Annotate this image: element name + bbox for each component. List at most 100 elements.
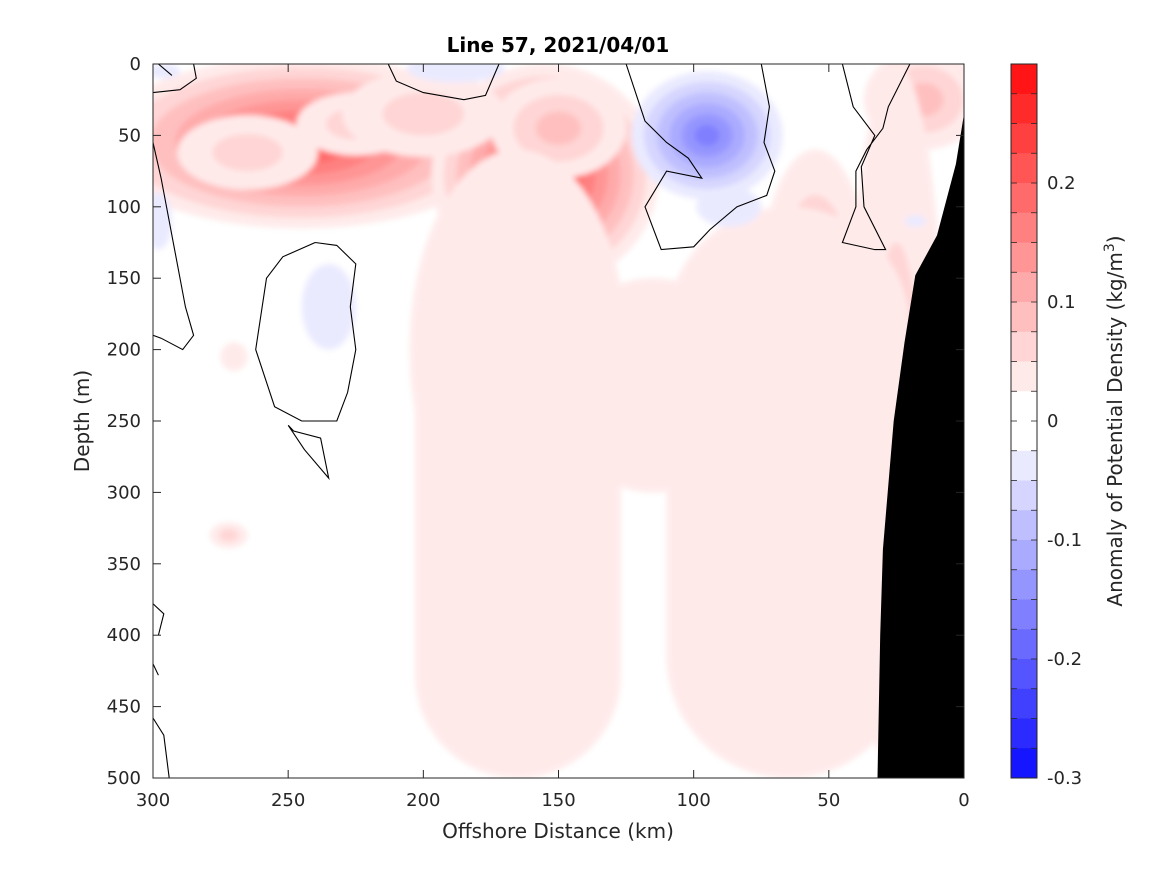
y-tick-label: 500	[107, 768, 141, 789]
colorbar-tick-label: 0.2	[1047, 173, 1076, 194]
colorbar-segment	[1011, 242, 1037, 273]
positive-anomaly	[209, 522, 248, 549]
bathymetry	[877, 113, 964, 778]
negative-contour-level	[694, 124, 720, 147]
colorbar-segment	[1011, 212, 1037, 243]
negative-contour-level	[696, 186, 762, 227]
colorbar-segment	[1011, 629, 1037, 660]
colorbar-title-sup: 3	[1102, 243, 1118, 252]
colorbar-frame	[1010, 63, 1038, 779]
negative-contour-level	[407, 64, 505, 83]
zero-contour-line	[255, 241, 357, 422]
plot-area	[153, 64, 964, 778]
y-tick-label: 450	[107, 697, 141, 718]
y-tick-label: 150	[107, 268, 141, 289]
negative-contour-level	[904, 215, 927, 227]
negative-anomaly	[301, 263, 356, 350]
colorbar-segment	[1011, 450, 1037, 481]
x-axis: 300 250 200 150 100 50 0	[136, 64, 970, 811]
colorbar-segment	[1011, 480, 1037, 511]
x-axis-title: Offshore Distance (km)	[442, 819, 674, 843]
zero-contour-line	[153, 64, 197, 94]
positive-anomaly	[342, 71, 505, 157]
positive-anomaly	[177, 115, 318, 190]
positive-contour-level	[415, 206, 621, 778]
colorbar-segment	[1011, 331, 1037, 362]
x-tick-label: 150	[541, 790, 575, 811]
colorbar-segment	[1011, 540, 1037, 571]
colorbar-segment	[1011, 599, 1037, 630]
colorbar-segment	[1011, 64, 1037, 95]
negative-anomaly	[631, 71, 783, 200]
colorbar-segment	[1011, 688, 1037, 719]
colorbar-segment	[1011, 391, 1037, 422]
positive-contour-level	[666, 206, 910, 778]
chart-title: Line 57, 2021/04/01	[447, 33, 670, 57]
colorbar-segment	[1011, 748, 1037, 779]
y-tick-label: 400	[107, 625, 141, 646]
colorbar-title-close: )	[1103, 235, 1127, 243]
colorbar-segment	[1011, 183, 1037, 214]
negative-anomaly	[407, 64, 505, 83]
colorbar-segment	[1011, 361, 1037, 392]
zero-contours	[153, 64, 911, 778]
negative-contour-level	[153, 64, 181, 79]
negative-contour-level	[301, 263, 356, 350]
positive-contour-level	[535, 111, 582, 145]
x-tick-label: 50	[817, 790, 840, 811]
anomaly-field	[153, 64, 964, 778]
y-tick-label: 100	[107, 197, 141, 218]
zero-contour-line	[153, 717, 170, 778]
zero-contour-line	[387, 64, 500, 101]
positive-contour-level	[558, 278, 748, 493]
colorbar-segment	[1011, 272, 1037, 303]
positive-anomaly	[220, 342, 248, 372]
colorbar-segment	[1011, 510, 1037, 541]
colorbar-segment	[1011, 718, 1037, 749]
zero-contour-line	[841, 64, 911, 251]
colorbar-segment	[1011, 93, 1037, 124]
x-tick-label: 250	[271, 790, 305, 811]
y-tick-label: 0	[130, 54, 141, 75]
colorbar-tick-label: -0.3	[1047, 768, 1082, 789]
colorbar-segment	[1011, 123, 1037, 154]
negative-contour-level	[153, 192, 172, 250]
negative-anomaly	[696, 186, 762, 227]
positive-anomaly	[558, 278, 748, 493]
bathymetry-layer	[877, 113, 964, 778]
zero-contour-line	[153, 663, 159, 676]
negative-anomaly	[153, 192, 172, 250]
negative-anomaly	[904, 215, 927, 227]
colorbar-title: Anomaly of Potential Density (kg/m3)	[1102, 235, 1127, 606]
colorbar-segment	[1011, 659, 1037, 690]
colorbar-tick-label: 0.1	[1047, 292, 1076, 313]
zero-contour-line	[153, 142, 195, 351]
positive-contour-level	[219, 528, 239, 542]
colorbar-segment	[1011, 302, 1037, 333]
y-axis: 0 50 100 150 200 250 300 350 400 450 500	[107, 54, 964, 789]
zero-contour-line	[158, 64, 173, 76]
colorbar-segment	[1011, 569, 1037, 600]
positive-contour-level	[220, 342, 248, 372]
zero-contour-line	[153, 603, 165, 636]
colorbar: 0.2 0.1 0 -0.1 -0.2 -0.3	[1010, 63, 1082, 789]
y-tick-label: 350	[107, 554, 141, 575]
y-tick-label: 200	[107, 340, 141, 361]
positive-contour-level	[382, 92, 464, 136]
colorbar-segment	[1011, 153, 1037, 184]
colorbar-title-main: Anomaly of Potential Density (kg/m	[1103, 252, 1127, 606]
positive-anomaly	[415, 206, 621, 778]
positive-anomaly	[666, 206, 910, 778]
zero-contour-line	[625, 64, 776, 251]
y-axis-title: Depth (m)	[70, 370, 94, 472]
colorbar-segment	[1011, 421, 1037, 452]
positive-contour-level	[212, 133, 283, 172]
colorbar-tick-label: 0	[1047, 411, 1058, 432]
colorbar-tick-label: -0.2	[1047, 649, 1082, 670]
y-tick-label: 250	[107, 411, 141, 432]
x-tick-label: 300	[136, 790, 170, 811]
x-tick-label: 100	[676, 790, 710, 811]
y-tick-label: 50	[118, 125, 141, 146]
y-tick-label: 300	[107, 482, 141, 503]
